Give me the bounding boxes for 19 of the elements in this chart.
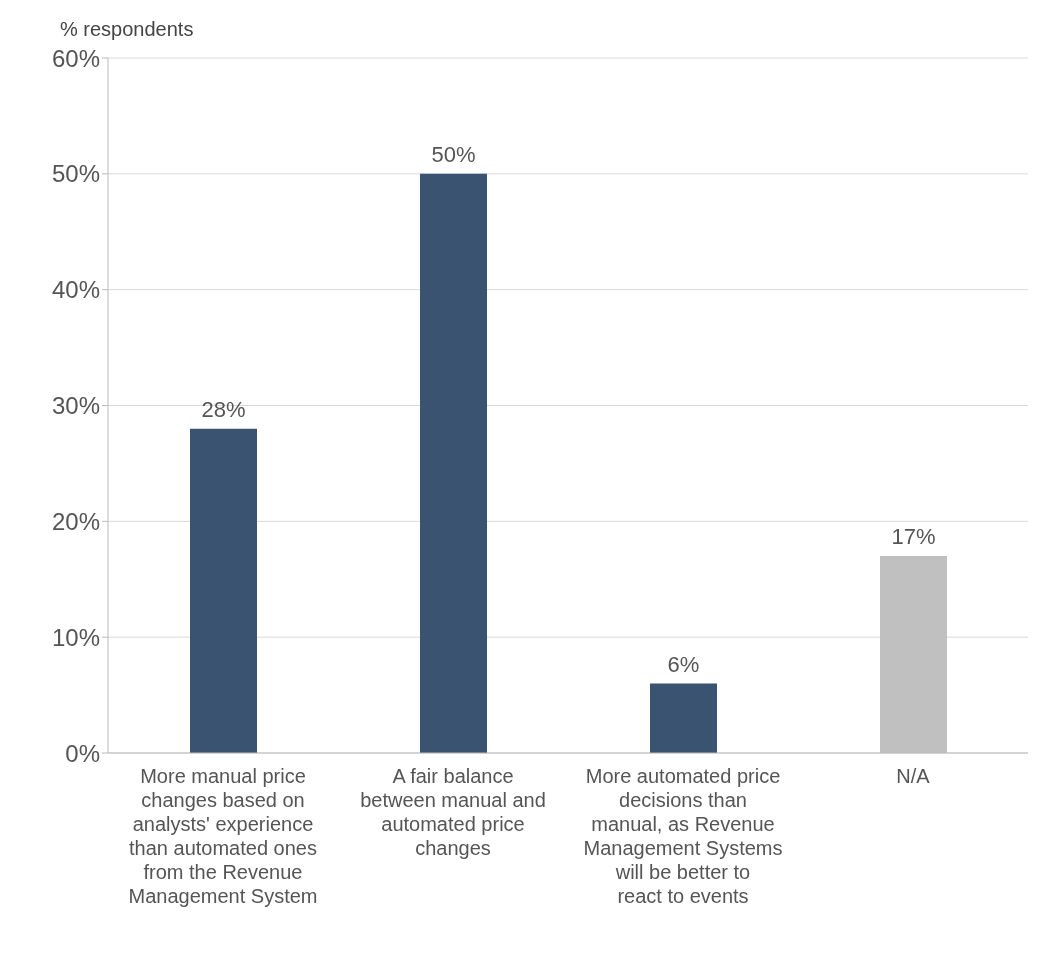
y-axis-title: % respondents — [60, 18, 194, 41]
bar — [190, 428, 257, 753]
data-label: 17% — [891, 524, 936, 550]
y-tick-label: 20% — [51, 507, 100, 535]
x-tick-label: N/A — [896, 765, 931, 787]
x-tick-label: More manual price changes based on analysts' experience than automated ones from the Revenue Management System — [128, 765, 318, 907]
bar — [650, 683, 717, 753]
y-tick-label: 50% — [51, 160, 100, 188]
y-tick-label: 60% — [51, 44, 100, 72]
data-label: 50% — [431, 141, 476, 167]
y-tick-label: 30% — [51, 392, 100, 420]
x-tick-label: More automated price decisions than manual, as Revenue Management Systems will be better to react to events — [583, 765, 783, 907]
y-tick-label: 10% — [51, 623, 100, 651]
x-tick-label: A fair balance between manual and automated price changes — [360, 765, 546, 859]
y-tick-label: 40% — [51, 276, 100, 304]
bar — [420, 173, 487, 753]
y-tick-label: 0% — [65, 739, 100, 767]
data-label: 6% — [667, 651, 700, 677]
data-label: 28% — [201, 396, 246, 422]
